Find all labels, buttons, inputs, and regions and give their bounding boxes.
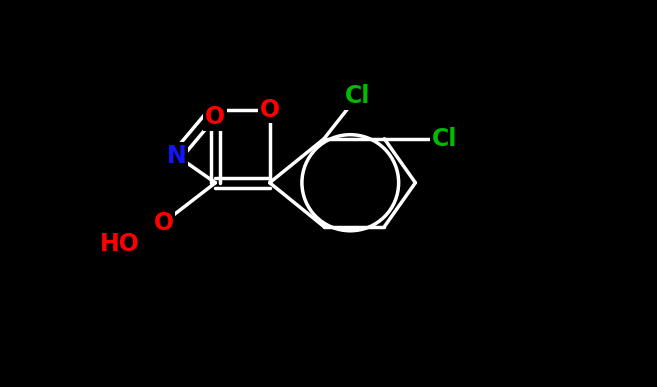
Text: Cl: Cl [344, 84, 370, 108]
Text: O: O [260, 98, 280, 122]
Text: Cl: Cl [432, 127, 457, 151]
Text: O: O [206, 105, 225, 129]
Text: HO: HO [99, 232, 139, 256]
Text: O: O [154, 211, 173, 235]
Text: N: N [167, 144, 187, 168]
